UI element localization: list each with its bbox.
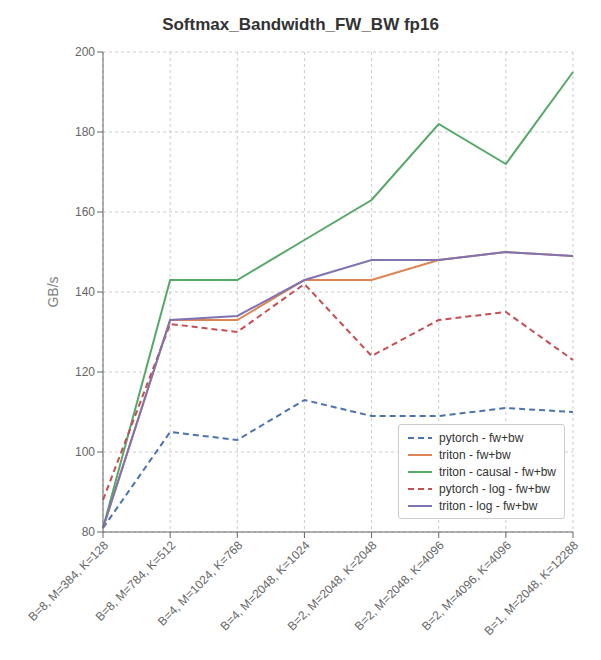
svg-text:B=4, M=1024, K=768: B=4, M=1024, K=768 xyxy=(155,538,246,629)
svg-text:180: 180 xyxy=(75,125,95,139)
svg-text:140: 140 xyxy=(75,285,95,299)
svg-text:80: 80 xyxy=(82,525,96,539)
html-text:triton - log - fw+bw: triton - log - fw+bw xyxy=(439,498,538,513)
svg-text:100: 100 xyxy=(75,445,95,459)
svg-text:B=2, M=2048, K=2048: B=2, M=2048, K=2048 xyxy=(284,538,380,634)
svg-text:GB/s: GB/s xyxy=(45,276,61,307)
svg-text:160: 160 xyxy=(75,205,95,219)
html-text:Softmax_Bandwidth_FW_BW fp16: Softmax_Bandwidth_FW_BW fp16 xyxy=(162,15,439,34)
svg-text:B=4, M=2048, K=1024: B=4, M=2048, K=1024 xyxy=(217,538,313,634)
svg-text:B=2, M=2048, K=4096: B=2, M=2048, K=4096 xyxy=(351,538,447,634)
svg-text:B=2, M=4096, K=4096: B=2, M=4096, K=4096 xyxy=(418,538,514,634)
svg-text:120: 120 xyxy=(75,365,95,379)
svg-text:B=8, M=384, K=128: B=8, M=384, K=128 xyxy=(25,538,112,624)
svg-text:200: 200 xyxy=(75,45,95,59)
html-text:pytorch - fw+bw: pytorch - fw+bw xyxy=(439,430,524,445)
html-text:triton - fw+bw: triton - fw+bw xyxy=(439,447,511,462)
html-text:pytorch - log - fw+bw: pytorch - log - fw+bw xyxy=(439,481,550,496)
svg-text:B=8, M=784, K=512: B=8, M=784, K=512 xyxy=(92,538,179,624)
html-text:triton - causal - fw+bw: triton - causal - fw+bw xyxy=(439,464,556,479)
svg-text:B=1, M=2048, K=12288: B=1, M=2048, K=12288 xyxy=(481,538,581,638)
